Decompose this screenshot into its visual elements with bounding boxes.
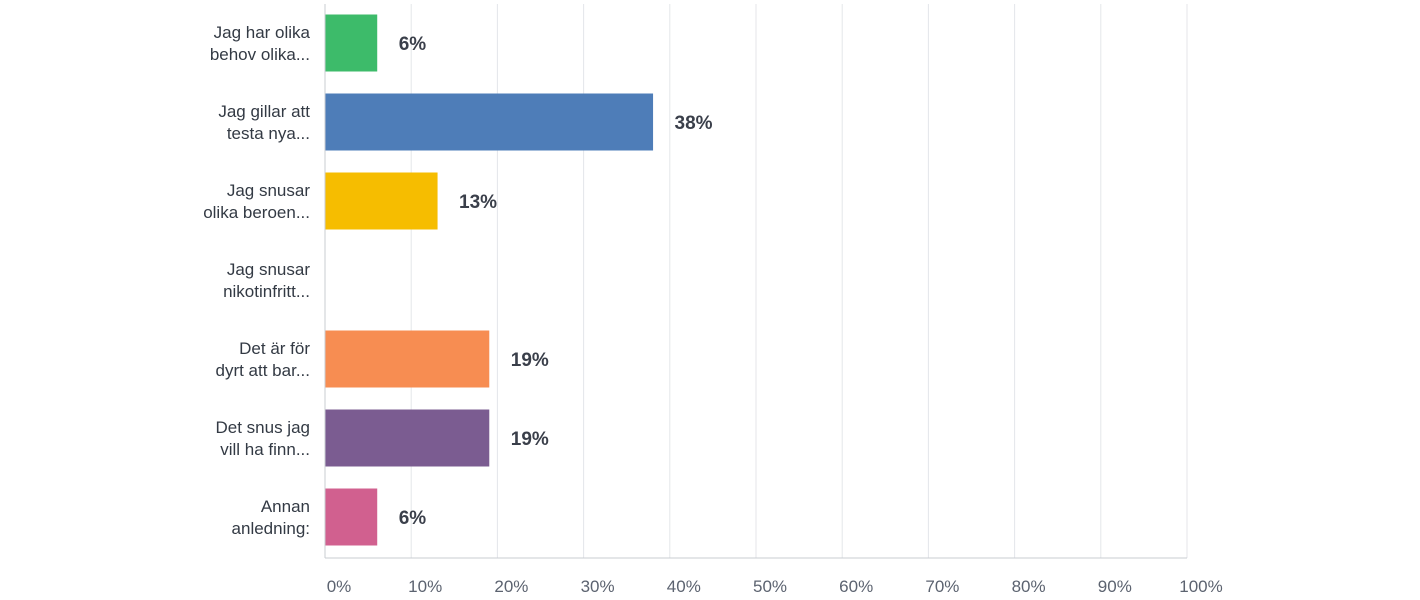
data-labels: 6% 38% 13% 19% 19% 6% xyxy=(399,34,713,529)
bar-value-label: 38% xyxy=(675,113,713,134)
bar xyxy=(325,14,378,72)
bar xyxy=(325,93,654,151)
bar xyxy=(325,409,490,467)
bar-value-label: 13% xyxy=(459,192,497,213)
category-label: Det är för xyxy=(239,339,310,358)
category-label: nikotinfritt... xyxy=(223,282,310,301)
bars xyxy=(325,14,654,546)
bar xyxy=(325,172,438,230)
category-labels: Jag har olika behov olika... Jag gillar at… xyxy=(203,23,310,538)
category-label: Annan xyxy=(261,497,310,516)
x-tick-label: 0% xyxy=(327,577,352,596)
x-tick-label: 20% xyxy=(494,577,528,596)
bar xyxy=(325,488,378,546)
category-label: olika beroen... xyxy=(203,203,310,222)
category-label: vill ha finn... xyxy=(220,440,310,459)
x-tick-label: 30% xyxy=(581,577,615,596)
x-tick-label: 100% xyxy=(1179,577,1222,596)
category-label: dyrt att bar... xyxy=(216,361,311,380)
category-label: Jag gillar att xyxy=(218,102,310,121)
x-tick-label: 40% xyxy=(667,577,701,596)
grid-lines xyxy=(324,4,1188,559)
bar-value-label: 19% xyxy=(511,429,549,450)
category-label: anledning: xyxy=(232,519,310,538)
x-tick-label: 10% xyxy=(408,577,442,596)
category-label: Jag snusar xyxy=(227,181,310,200)
bar xyxy=(325,330,490,388)
bar-value-label: 6% xyxy=(399,34,427,55)
x-tick-label: 80% xyxy=(1012,577,1046,596)
bar-value-label: 19% xyxy=(511,350,549,371)
x-tick-label: 70% xyxy=(925,577,959,596)
x-tick-label: 50% xyxy=(753,577,787,596)
category-label: Jag har olika xyxy=(214,23,311,42)
x-tick-label: 60% xyxy=(839,577,873,596)
x-axis-tick-labels: 0% 10% 20% 30% 40% 50% 60% 70% 80% 90% 100% xyxy=(327,577,1223,596)
category-label: testa nya... xyxy=(227,124,310,143)
category-label: behov olika... xyxy=(210,45,310,64)
x-tick-label: 90% xyxy=(1098,577,1132,596)
category-label: Jag snusar xyxy=(227,260,310,279)
bar-value-label: 6% xyxy=(399,508,427,529)
category-label: Det snus jag xyxy=(216,418,311,437)
